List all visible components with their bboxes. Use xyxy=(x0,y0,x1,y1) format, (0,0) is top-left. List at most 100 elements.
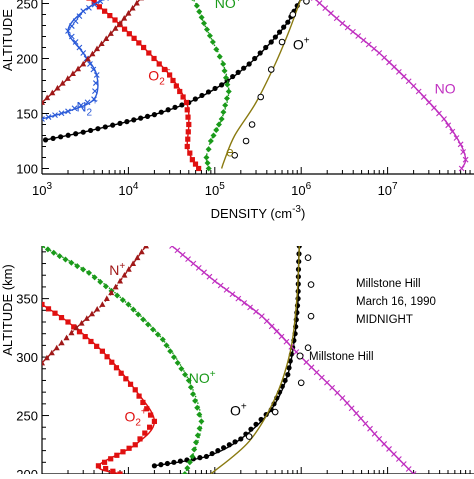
data-point xyxy=(65,319,70,324)
data-point xyxy=(216,122,222,128)
series-label: NO xyxy=(435,81,456,97)
series-label: NO+ xyxy=(189,369,216,386)
data-point xyxy=(59,315,64,320)
series-line-no xyxy=(42,246,201,474)
data-point xyxy=(212,279,217,284)
data-point xyxy=(166,107,171,112)
data-point xyxy=(170,78,175,83)
data-point xyxy=(377,436,382,441)
data-point xyxy=(298,380,304,386)
data-point xyxy=(371,46,376,51)
data-point xyxy=(416,89,421,94)
data-point xyxy=(194,3,200,9)
data-point xyxy=(103,0,108,1)
data-point xyxy=(356,34,361,39)
series-label: O+ xyxy=(293,36,310,53)
data-point xyxy=(185,137,190,142)
data-point xyxy=(249,122,255,128)
data-point xyxy=(304,0,310,4)
data-point xyxy=(204,27,210,33)
data-point xyxy=(305,255,311,261)
data-point xyxy=(401,74,406,79)
data-point xyxy=(340,21,345,26)
data-point xyxy=(110,123,115,128)
data-point xyxy=(349,406,354,411)
data-point xyxy=(151,56,156,61)
data-point xyxy=(319,375,324,380)
data-point xyxy=(152,419,157,424)
data-point xyxy=(159,110,164,115)
data-point xyxy=(81,9,86,14)
data-point xyxy=(191,261,196,266)
data-point xyxy=(421,95,426,100)
data-point xyxy=(99,301,105,307)
data-point xyxy=(46,306,51,311)
data-point xyxy=(94,344,99,349)
data-point xyxy=(308,313,314,319)
data-point xyxy=(247,61,252,66)
data-point xyxy=(185,144,190,149)
series-line-o xyxy=(46,0,302,140)
chart-panel-2: 200250300350ALTITUDE (km)N+NO+O2+O+Mills… xyxy=(0,243,474,474)
data-point xyxy=(107,13,112,18)
data-point xyxy=(269,39,274,44)
y-axis-label: ALTITUDE (km) xyxy=(0,264,15,355)
data-point xyxy=(210,39,216,45)
data-point xyxy=(264,319,269,324)
data-point xyxy=(145,322,151,328)
data-point xyxy=(185,107,190,112)
data-point xyxy=(112,17,117,22)
data-point xyxy=(195,432,201,438)
data-point xyxy=(197,425,203,431)
data-point xyxy=(103,124,108,129)
data-point xyxy=(193,96,198,101)
data-point xyxy=(334,16,339,21)
data-point xyxy=(73,131,78,136)
data-point xyxy=(396,69,401,74)
data-point xyxy=(64,335,70,341)
annotation-line: March 16, 1990 xyxy=(356,296,436,308)
data-point xyxy=(104,354,109,359)
data-point xyxy=(221,445,226,450)
y-tick-label: 100 xyxy=(16,162,38,177)
data-point xyxy=(140,400,145,405)
data-point xyxy=(39,302,44,307)
data-point xyxy=(426,100,431,105)
data-point xyxy=(186,257,191,262)
data-point xyxy=(190,157,195,162)
data-point xyxy=(150,327,156,333)
data-point xyxy=(196,265,201,270)
data-point xyxy=(103,466,108,471)
data-point xyxy=(253,309,258,314)
data-point xyxy=(205,160,211,166)
data-point xyxy=(226,89,232,95)
data-point xyxy=(314,370,319,375)
series-group xyxy=(39,0,468,171)
data-point xyxy=(172,105,177,110)
data-point xyxy=(184,100,189,105)
y-axis-label: ALTITUDE xyxy=(0,9,15,71)
data-point xyxy=(97,4,102,9)
x-tick-label: 106 xyxy=(291,181,311,198)
y-tick-label: 150 xyxy=(16,107,38,122)
data-point xyxy=(217,54,223,60)
data-point xyxy=(220,61,226,67)
data-point xyxy=(157,61,162,66)
data-point xyxy=(123,376,128,381)
data-point xyxy=(43,137,48,142)
y-tick-label: 250 xyxy=(16,409,38,424)
data-point xyxy=(137,436,142,441)
data-point xyxy=(120,449,125,454)
y-tick-label: 350 xyxy=(16,292,38,307)
data-point xyxy=(213,127,219,133)
data-point xyxy=(354,411,359,416)
data-point xyxy=(102,9,107,14)
data-point xyxy=(401,461,406,466)
data-point xyxy=(197,455,202,460)
series-label: e xyxy=(226,143,234,159)
data-point xyxy=(219,82,224,87)
data-point xyxy=(436,111,441,116)
data-point xyxy=(148,412,153,417)
data-point xyxy=(305,345,311,351)
data-point xyxy=(136,394,141,399)
